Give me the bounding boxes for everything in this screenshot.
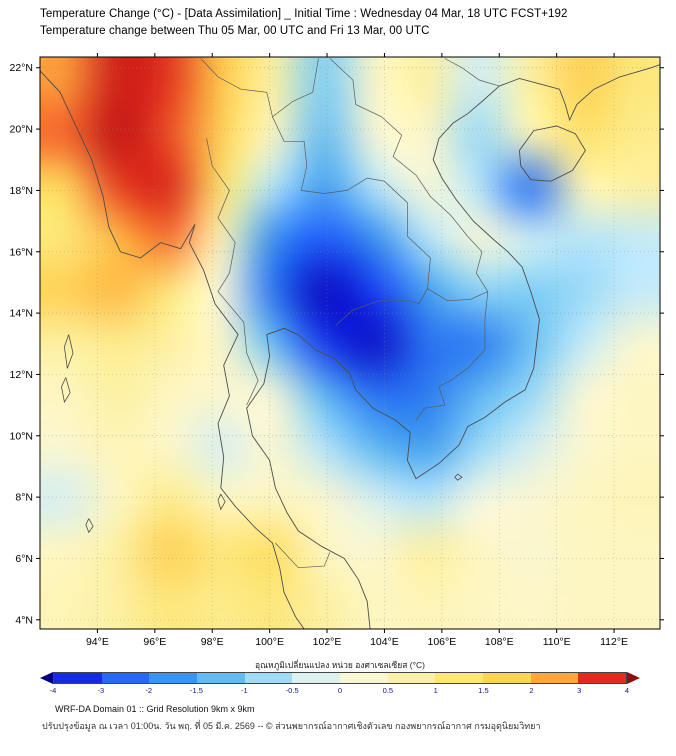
colorbar-segment bbox=[530, 673, 579, 683]
colorbar-tick-label: 4 bbox=[624, 686, 630, 695]
colorbar-right-arrow bbox=[627, 672, 640, 684]
colorbar-left-arrow bbox=[40, 672, 53, 684]
y-tick-label: 8°N bbox=[15, 492, 33, 504]
chart-title-line1: Temperature Change (°C) - [Data Assimila… bbox=[40, 8, 568, 20]
colorbar-segment bbox=[292, 673, 341, 683]
colorbar: -4 -3 -2 -1.5 -1 -0.5 0 0.5 1 1.5 2 3 4 bbox=[40, 672, 640, 698]
colorbar-tick-label: 2 bbox=[529, 686, 534, 695]
colorbar-segment bbox=[340, 673, 388, 683]
colorbar-tick-label: -0.5 bbox=[285, 686, 299, 695]
footer-update-info: ปรับปรุงข้อมูล ณ เวลา 01:00น. วัน พฤ. ที… bbox=[42, 721, 541, 731]
temperature-heatmap-canvas bbox=[40, 57, 660, 629]
x-tick-label: 100°E bbox=[255, 636, 284, 648]
x-tick-label: 96°E bbox=[143, 636, 166, 648]
colorbar-segment bbox=[149, 673, 198, 683]
colorbar-tick-label: -3 bbox=[97, 686, 105, 695]
colorbar-segment bbox=[197, 673, 245, 683]
y-tick-label: 14°N bbox=[10, 308, 33, 320]
colorbar-tick-label: 0 bbox=[337, 686, 343, 695]
colorbar-segment bbox=[483, 673, 531, 683]
x-tick-label: 110°E bbox=[543, 636, 571, 648]
colorbar-segment bbox=[387, 673, 436, 683]
colorbar-tick-label: -1.5 bbox=[190, 686, 203, 695]
colorbar-segment bbox=[244, 673, 293, 683]
x-tick-label: 98°E bbox=[201, 636, 224, 648]
colorbar-segment bbox=[578, 673, 627, 683]
x-tick-label: 112°E bbox=[600, 636, 628, 648]
colorbar-tick-label: -4 bbox=[49, 686, 57, 695]
y-tick-label: 10°N bbox=[10, 430, 33, 442]
chart-titles: Temperature Change (°C) - [Data Assimila… bbox=[40, 6, 568, 40]
y-tick-label: 22°N bbox=[10, 62, 33, 74]
x-tick-label: 108°E bbox=[485, 636, 514, 648]
colorbar-label: อุณหภูมิเปลี่ยนแปลง หน่วย องศาเซลเซียส (… bbox=[255, 660, 425, 670]
y-tick-label: 6°N bbox=[15, 553, 33, 565]
footer-domain-info: WRF-DA Domain 01 :: Grid Resolution 9km … bbox=[55, 704, 255, 714]
colorbar-tick-label: -2 bbox=[145, 686, 152, 695]
colorbar-tick-label: -1 bbox=[240, 686, 248, 695]
x-tick-label: 102°E bbox=[313, 636, 342, 648]
colorbar-segment bbox=[101, 673, 150, 683]
colorbar-tick-label: 1.5 bbox=[478, 686, 489, 695]
y-tick-label: 12°N bbox=[10, 369, 33, 381]
colorbar-segments bbox=[53, 672, 627, 684]
chart-title-line2: Temperature change between Thu 05 Mar, 0… bbox=[40, 25, 430, 37]
colorbar-segment bbox=[54, 673, 102, 683]
colorbar-tick-label: 3 bbox=[577, 686, 582, 695]
y-tick-label: 16°N bbox=[10, 246, 33, 258]
colorbar-bar bbox=[40, 672, 640, 684]
y-tick-label: 20°N bbox=[10, 124, 33, 136]
colorbar-tick-label: 1 bbox=[433, 686, 438, 695]
y-tick-label: 18°N bbox=[10, 185, 33, 197]
colorbar-tick-label: 0.5 bbox=[382, 686, 394, 695]
x-tick-label: 104°E bbox=[370, 636, 399, 648]
y-tick-label: 4°N bbox=[15, 614, 33, 626]
colorbar-segment bbox=[435, 673, 484, 683]
x-tick-label: 106°E bbox=[427, 636, 456, 648]
x-tick-label: 94°E bbox=[86, 636, 109, 648]
